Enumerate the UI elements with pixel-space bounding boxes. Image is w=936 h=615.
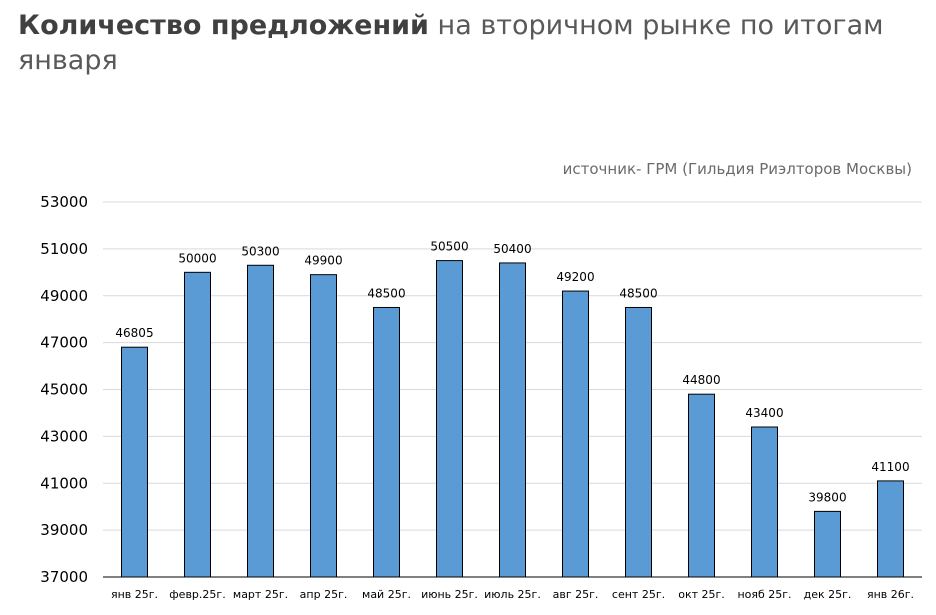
bar: [310, 274, 337, 578]
x-tick-label: сент 25г.: [612, 588, 665, 601]
y-tick-label: 53000: [40, 193, 88, 211]
y-tick-label: 47000: [40, 334, 88, 352]
data-label: 46805: [115, 326, 153, 340]
bar: [877, 480, 904, 578]
chart-title: Количество предложений на вторичном рынк…: [18, 8, 918, 78]
bar: [247, 264, 274, 578]
bar: [751, 426, 778, 578]
y-tick-label: 51000: [40, 240, 88, 258]
y-tick-label: 43000: [40, 427, 88, 445]
x-tick-label: май 25г.: [362, 588, 411, 601]
x-tick-label: март 25г.: [233, 588, 288, 601]
data-labels: 46805 50000 50300 49900 48500 50500 50400 49200…: [115, 240, 909, 505]
y-tick-label: 37000: [40, 568, 88, 586]
bar: [373, 306, 400, 578]
y-axis-ticks: 37000 39000 41000 43000 45000 47000 49000 51000…: [40, 193, 88, 586]
chart-title-rest: на вторичном рынке по итогам января: [18, 10, 884, 76]
x-tick-label: янв 25г.: [111, 588, 158, 601]
x-tick-label: авг 25г.: [553, 588, 599, 601]
x-tick-label: июнь 25г.: [421, 588, 478, 601]
x-tick-label: окт 25г.: [678, 588, 725, 601]
x-tick-label: дек 25г.: [804, 588, 852, 601]
bar: [562, 290, 589, 578]
x-tick-label: апр 25г.: [300, 588, 348, 601]
bar: [814, 510, 841, 578]
bar: [625, 306, 652, 578]
bar: [688, 393, 715, 578]
x-tick-label: июль 25г.: [484, 588, 541, 601]
y-tick-label: 49000: [40, 287, 88, 305]
data-label: 49200: [556, 270, 594, 284]
y-tick-label: 45000: [40, 381, 88, 399]
bar: [184, 271, 211, 578]
data-label: 39800: [808, 490, 846, 504]
y-tick-label: 39000: [40, 521, 88, 539]
source-note: источник- ГРМ (Гильдия Риэлторов Москвы): [562, 160, 912, 178]
bar: [499, 262, 526, 578]
x-tick-label: февр.25г.: [169, 588, 225, 601]
data-label: 43400: [745, 406, 783, 420]
x-tick-label: нояб 25г.: [737, 588, 791, 601]
data-label: 44800: [682, 373, 720, 387]
bar: [436, 260, 463, 578]
chart-title-bold: Количество предложений: [18, 10, 429, 41]
bar: [121, 346, 148, 578]
data-label: 50300: [241, 244, 279, 258]
data-label: 48500: [367, 286, 405, 300]
data-label: 48500: [619, 286, 657, 300]
data-label: 50400: [493, 242, 531, 256]
data-label: 49900: [304, 254, 342, 268]
x-tick-label: янв 26г.: [867, 588, 914, 601]
data-label: 50000: [178, 251, 216, 265]
bars: [121, 260, 904, 578]
x-axis-ticks: янв 25г. февр.25г. март 25г. апр 25г. май 25…: [111, 588, 914, 601]
data-label: 41100: [871, 460, 909, 474]
data-label: 50500: [430, 240, 468, 254]
y-tick-label: 41000: [40, 474, 88, 492]
